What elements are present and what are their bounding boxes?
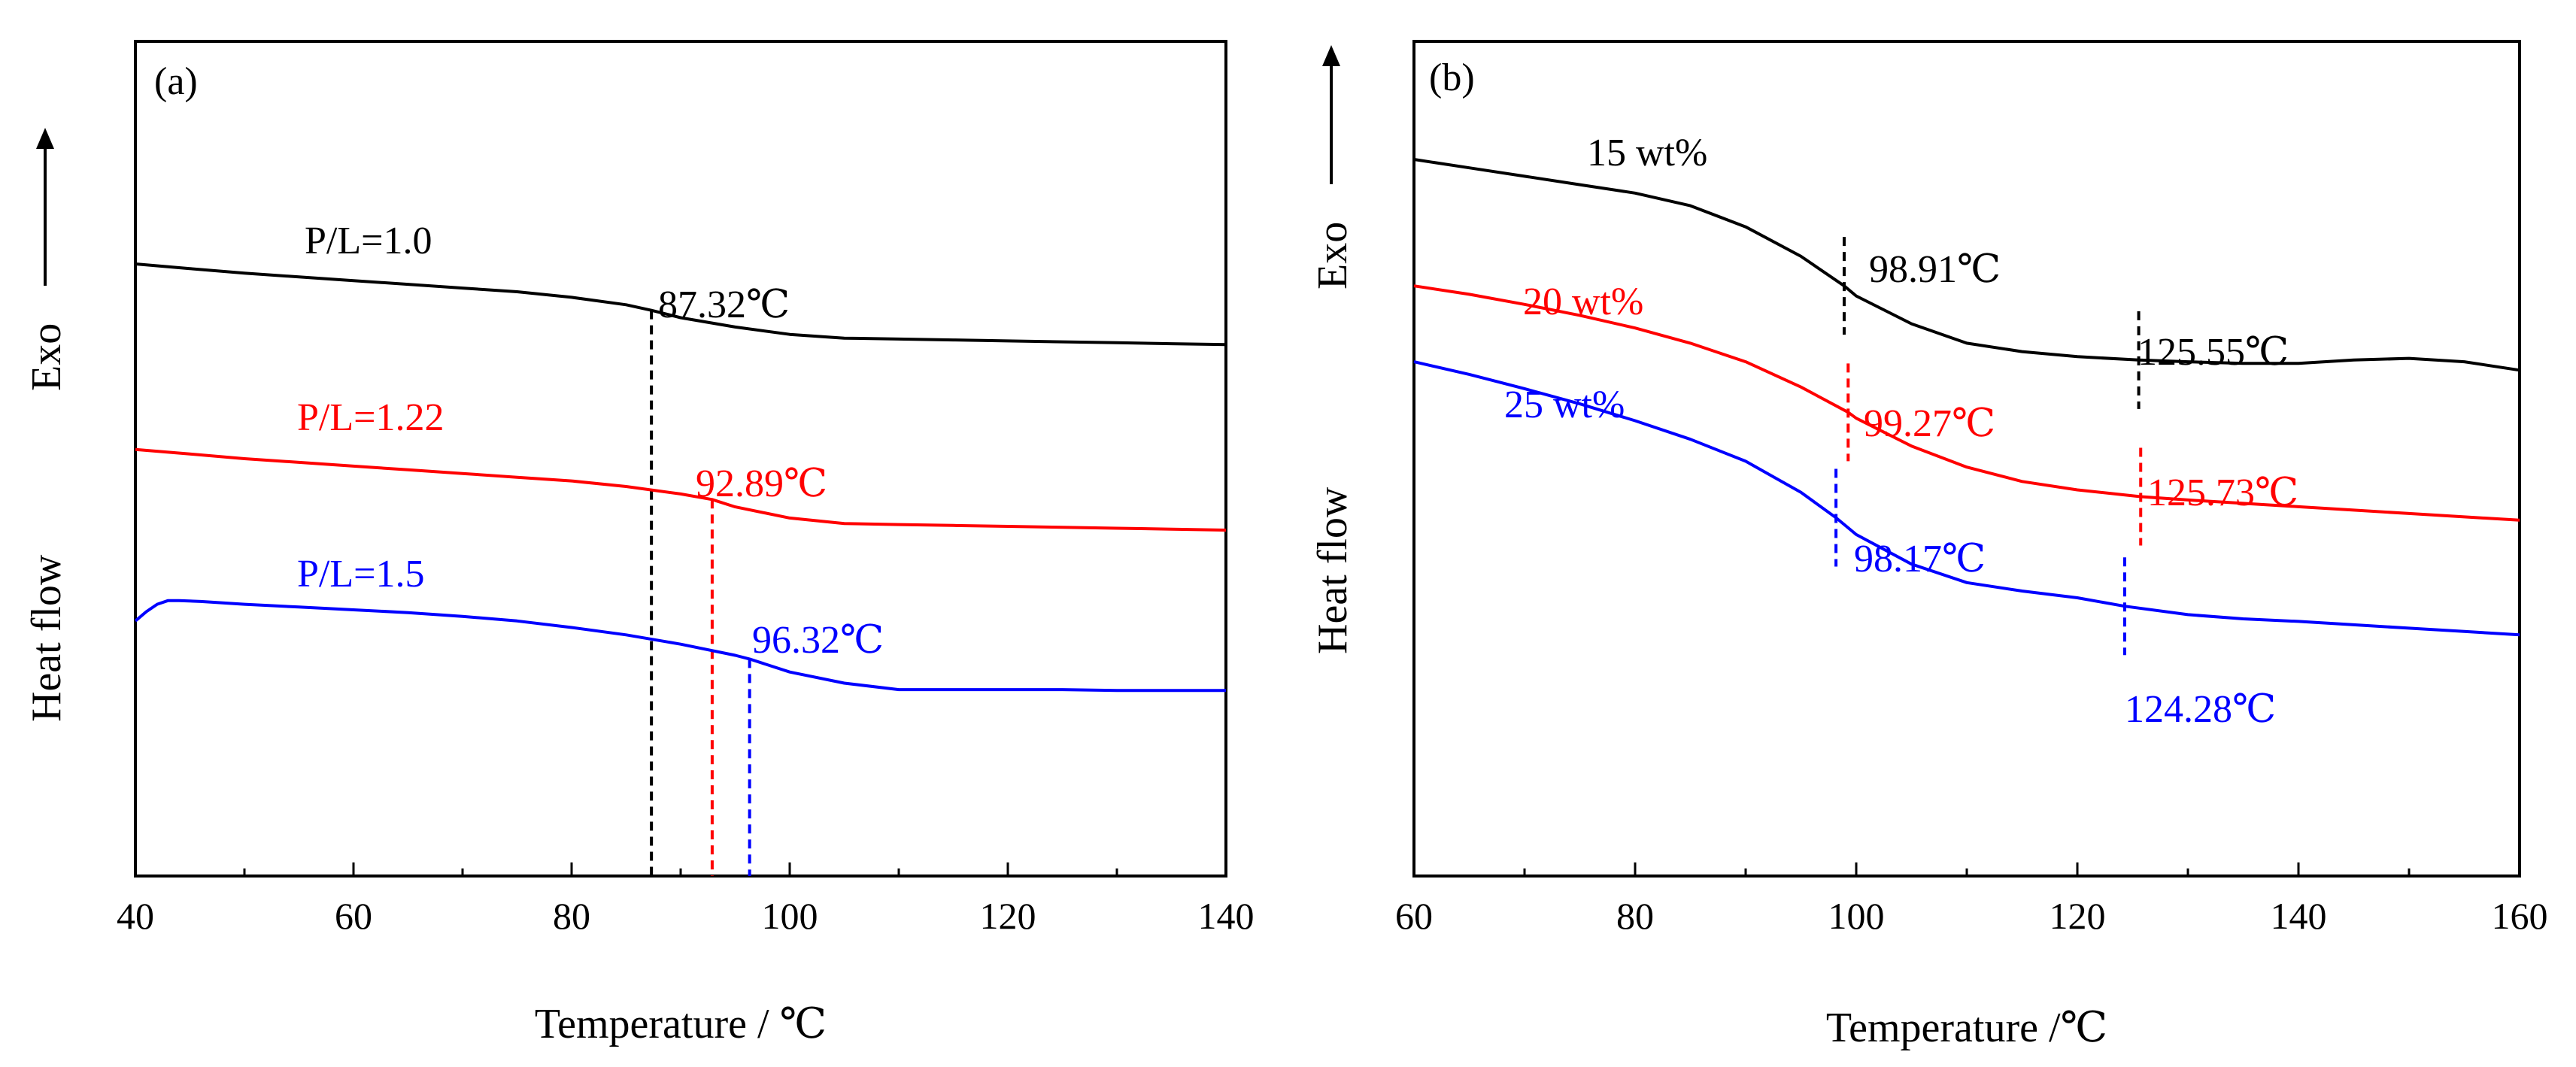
onset-markers xyxy=(650,310,751,876)
series-line xyxy=(1413,158,2520,372)
series-line xyxy=(135,447,1227,532)
series-line xyxy=(1413,284,2520,522)
series-lines xyxy=(1413,158,2520,637)
onset-label: 98.91℃ xyxy=(1869,248,2001,291)
onset-markers xyxy=(1834,237,2143,656)
x-axis-tick-labels: 40 60 80 100 120 140 xyxy=(117,895,1255,937)
heat-flow-label: Heat flow xyxy=(23,554,70,722)
x-tick-label: 80 xyxy=(1616,895,1654,937)
x-tick-label: 60 xyxy=(1395,895,1433,937)
onset-label: 92.89℃ xyxy=(696,462,827,505)
series-label: 20 wt% xyxy=(1523,280,1643,323)
onset-label: 124.28℃ xyxy=(2125,688,2276,731)
y-axis-title: Heat flow Exo xyxy=(23,323,70,722)
x-tick-label: 120 xyxy=(2050,895,2106,937)
series-label: 25 wt% xyxy=(1504,383,1625,426)
series-label: P/L=1.0 xyxy=(305,220,432,262)
x-axis-title: Temperature /℃ xyxy=(1826,1005,2107,1051)
exo-arrow-icon xyxy=(36,128,54,286)
onset-label: 99.27℃ xyxy=(1864,402,1995,445)
y-axis-title: Heat flow Exo xyxy=(1309,222,1356,654)
onset-label: 98.17℃ xyxy=(1854,538,1986,580)
series-label: 15 wt% xyxy=(1587,132,1707,174)
onset-label: 125.73℃ xyxy=(2147,471,2298,514)
x-tick-label: 140 xyxy=(1198,895,1255,937)
series-label: P/L=1.22 xyxy=(297,396,444,439)
x-tick-label: 60 xyxy=(335,895,372,937)
panel-b: 60 80 100 120 140 160 (b) 15 wt% 20 wt% 25 wt… xyxy=(1309,40,2548,1051)
heat-flow-label: Heat flow xyxy=(1309,487,1356,654)
exo-label: Exo xyxy=(23,323,70,391)
plot-frame xyxy=(134,40,1227,878)
exo-label: Exo xyxy=(1309,222,1356,289)
series-line xyxy=(134,599,1226,693)
x-tick-label: 120 xyxy=(980,895,1036,937)
x-tick-label: 80 xyxy=(553,895,590,937)
x-axis-ticks xyxy=(1412,862,2521,876)
onset-label: 125.55℃ xyxy=(2138,331,2289,374)
series-lines xyxy=(134,262,1227,693)
panel-label: (a) xyxy=(154,60,198,103)
x-tick-label: 100 xyxy=(1828,895,1885,937)
exo-arrow-icon xyxy=(1322,45,1340,184)
series-line xyxy=(1413,360,2520,637)
series-label: P/L=1.5 xyxy=(297,553,424,596)
onset-label: 87.32℃ xyxy=(658,283,790,326)
x-axis-ticks xyxy=(134,862,1227,876)
x-tick-label: 100 xyxy=(762,895,818,937)
x-axis-tick-labels: 60 80 100 120 140 160 xyxy=(1395,895,2548,937)
x-tick-label: 140 xyxy=(2271,895,2327,937)
x-tick-label: 40 xyxy=(117,895,154,937)
panel-label: (b) xyxy=(1429,56,1475,99)
plot-frame xyxy=(1412,40,2521,878)
series-line xyxy=(135,262,1227,347)
panel-a: 40 60 80 100 120 140 (a) P/L=1.0 P/L=1.22 P/L… xyxy=(23,40,1255,1047)
x-tick-label: 160 xyxy=(2492,895,2548,937)
x-axis-title: Temperature / ℃ xyxy=(535,1001,827,1047)
onset-label: 96.32℃ xyxy=(752,619,884,662)
